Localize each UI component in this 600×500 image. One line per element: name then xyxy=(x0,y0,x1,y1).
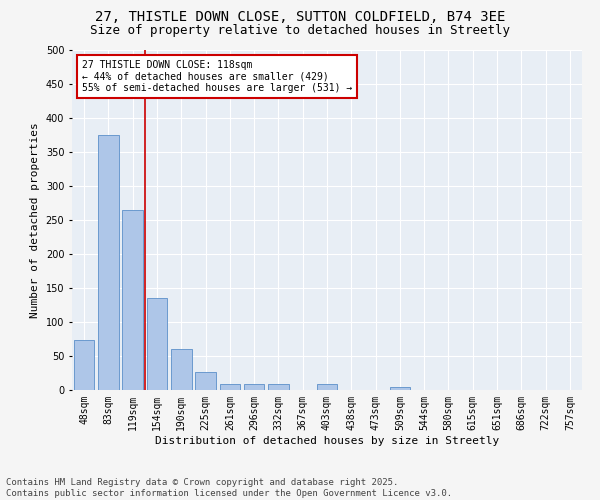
Bar xyxy=(74,340,94,390)
Bar xyxy=(268,384,289,390)
Bar xyxy=(171,349,191,390)
Bar xyxy=(389,388,410,390)
Text: 27, THISTLE DOWN CLOSE, SUTTON COLDFIELD, B74 3EE: 27, THISTLE DOWN CLOSE, SUTTON COLDFIELD… xyxy=(95,10,505,24)
Text: 27 THISTLE DOWN CLOSE: 118sqm
← 44% of detached houses are smaller (429)
55% of : 27 THISTLE DOWN CLOSE: 118sqm ← 44% of d… xyxy=(82,60,352,94)
Y-axis label: Number of detached properties: Number of detached properties xyxy=(30,122,40,318)
Bar xyxy=(195,372,216,390)
Text: Size of property relative to detached houses in Streetly: Size of property relative to detached ho… xyxy=(90,24,510,37)
Bar xyxy=(98,135,119,390)
Bar xyxy=(122,210,143,390)
Bar xyxy=(220,384,240,390)
Bar xyxy=(317,384,337,390)
Bar xyxy=(244,384,265,390)
Text: Contains HM Land Registry data © Crown copyright and database right 2025.
Contai: Contains HM Land Registry data © Crown c… xyxy=(6,478,452,498)
X-axis label: Distribution of detached houses by size in Streetly: Distribution of detached houses by size … xyxy=(155,436,499,446)
Bar xyxy=(146,298,167,390)
